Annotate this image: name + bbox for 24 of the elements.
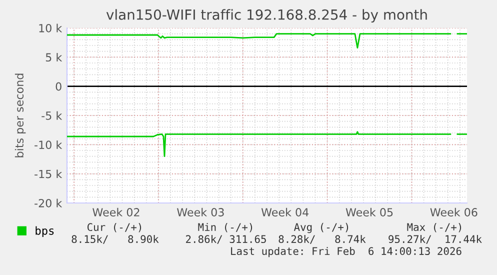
- text: Max (-/+): [407, 223, 462, 232]
- y-tick-label: -15 k: [34, 170, 62, 178]
- text: 8.28k/ 8.74k: [278, 234, 366, 244]
- y-tick-label: 0: [56, 82, 62, 91]
- x-tick-label: Week 03: [176, 208, 224, 216]
- x-tick-label: Week 04: [261, 208, 309, 216]
- y-axis-title: bits per second: [14, 74, 26, 158]
- text: Min (-/+): [198, 222, 252, 232]
- x-tick-label: Week 02: [92, 208, 140, 216]
- text: Last update: Fri Feb 6 14:00:13 2026: [231, 246, 462, 258]
- x-tick-label: Week 05: [346, 208, 393, 216]
- text: 8.15k/ 8.90k: [72, 234, 159, 244]
- y-tick-label: 5 k: [46, 52, 62, 62]
- x-tick-label: Week 06: [430, 208, 478, 216]
- text: 95.27k/ 17.44k: [388, 234, 482, 244]
- legend-label: bps: [36, 226, 54, 237]
- y-tick-label: 10 k: [39, 24, 62, 32]
- chart-title: vlan150-WIFI traffic 192.168.8.254 - by month: [106, 9, 427, 23]
- y-tick-label: -20 k: [34, 198, 62, 208]
- text: Cur (-/+): [87, 223, 142, 232]
- y-tick-label: -5 k: [42, 111, 62, 120]
- y-tick-label: -10 k: [34, 140, 62, 150]
- text: 2.86k/ 311.65: [186, 234, 266, 244]
- text: Avg (-/+): [294, 222, 348, 234]
